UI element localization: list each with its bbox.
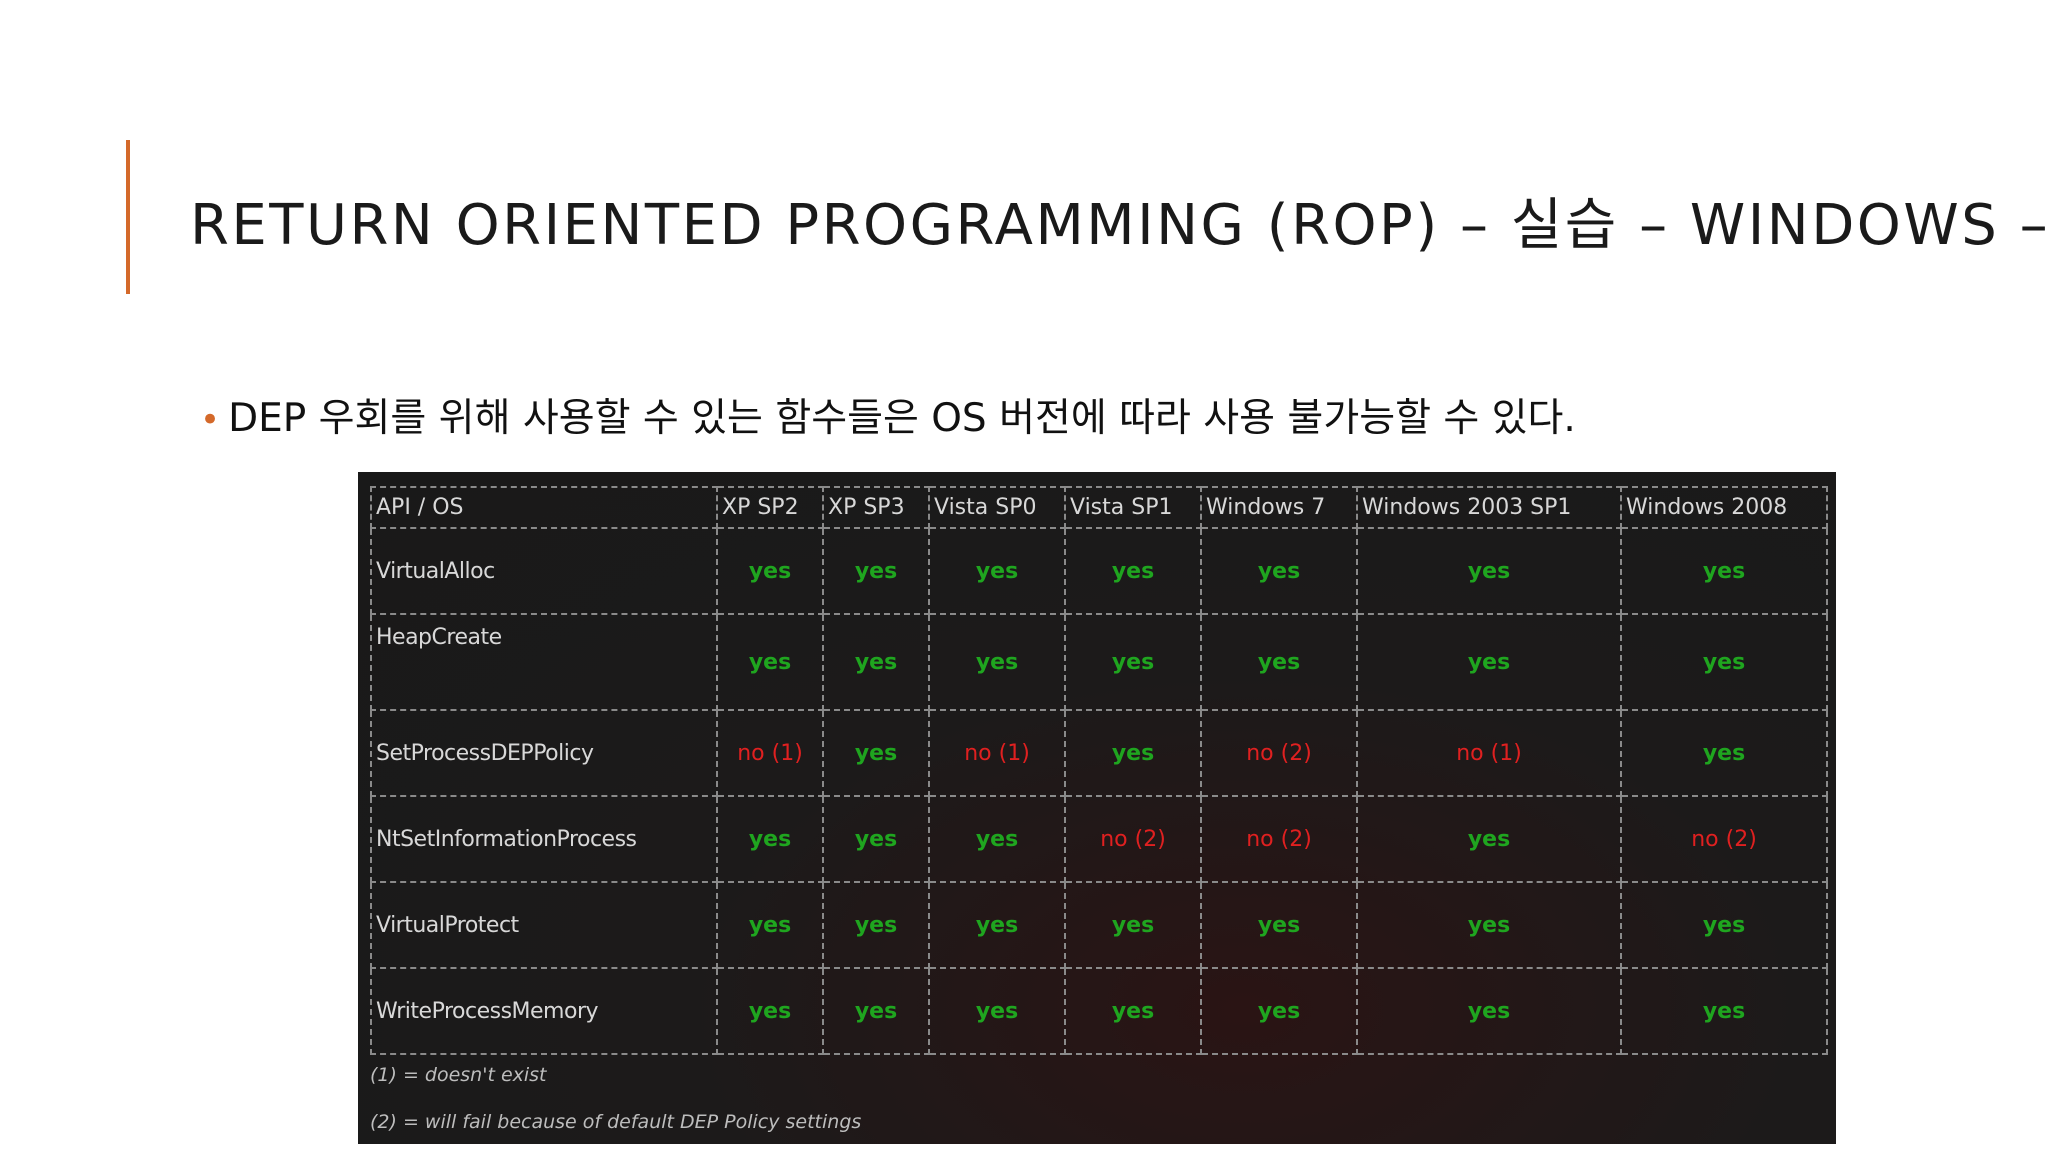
support-value-cell: yes — [822, 709, 930, 797]
api-name-cell: WriteProcessMemory — [370, 967, 718, 1055]
api-name-cell: NtSetInformationProcess — [370, 795, 718, 883]
support-value-cell: yes — [928, 881, 1066, 969]
table-row: HeapCreate yes yes yes yes yes yes yes — [370, 613, 1828, 711]
support-value-cell: yes — [716, 967, 824, 1055]
column-header: XP SP2 — [716, 486, 824, 529]
support-value-cell: yes — [928, 613, 1066, 711]
support-value-cell: yes — [1064, 967, 1202, 1055]
support-value-cell: yes — [1356, 613, 1622, 711]
api-name-cell: VirtualAlloc — [370, 527, 718, 615]
support-value-cell: yes — [928, 795, 1066, 883]
table-row: VirtualAlloc yes yes yes yes yes yes yes — [370, 527, 1828, 615]
column-header: XP SP3 — [822, 486, 930, 529]
table-row: SetProcessDEPPolicy no (1) yes no (1) yes no … — [370, 709, 1828, 797]
support-value-cell: no (1) — [928, 709, 1066, 797]
column-header: Vista SP1 — [1064, 486, 1202, 529]
support-value-cell: yes — [822, 613, 930, 711]
support-value-cell: no (1) — [1356, 709, 1622, 797]
column-header: Windows 2008 — [1620, 486, 1828, 529]
support-value-cell: yes — [1200, 967, 1358, 1055]
support-value-cell: yes — [716, 613, 824, 711]
support-value-cell: yes — [716, 527, 824, 615]
column-header: Windows 2003 SP1 — [1356, 486, 1622, 529]
support-value-cell: yes — [1620, 881, 1828, 969]
support-value-cell: yes — [822, 967, 930, 1055]
support-value-cell: yes — [1200, 527, 1358, 615]
bullet-dot-icon: • — [200, 400, 221, 440]
dep-api-table-image: API / OS XP SP2 XP SP3 Vista SP0 Vista S… — [358, 472, 1836, 1144]
support-value-cell: yes — [1620, 709, 1828, 797]
support-value-cell: yes — [822, 881, 930, 969]
column-header: Vista SP0 — [928, 486, 1066, 529]
support-value-cell: yes — [928, 527, 1066, 615]
table-header-row: API / OS XP SP2 XP SP3 Vista SP0 Vista S… — [370, 486, 1828, 529]
support-value-cell: no (2) — [1200, 709, 1358, 797]
footnote-1: (1) = doesn't exist — [370, 1064, 547, 1086]
support-value-cell: yes — [716, 795, 824, 883]
support-value-cell: yes — [822, 795, 930, 883]
support-value-cell: no (2) — [1200, 795, 1358, 883]
support-value-cell: no (1) — [716, 709, 824, 797]
api-os-table: API / OS XP SP2 XP SP3 Vista SP0 Vista S… — [370, 486, 1828, 1055]
footnote-2: (2) = will fail because of default DEP P… — [370, 1111, 862, 1133]
api-name-cell: SetProcessDEPPolicy — [370, 709, 718, 797]
bullet-text: DEP 우회를 위해 사용할 수 있는 함수들은 OS 버전에 따라 사용 불가… — [228, 396, 1576, 441]
slide-title: RETURN ORIENTED PROGRAMMING (ROP) – 실습 –… — [190, 193, 2048, 258]
support-value-cell: yes — [1064, 527, 1202, 615]
support-value-cell: yes — [1356, 881, 1622, 969]
title-accent-bar — [126, 140, 130, 294]
support-value-cell: yes — [1356, 795, 1622, 883]
support-value-cell: yes — [928, 967, 1066, 1055]
support-value-cell: yes — [1200, 881, 1358, 969]
support-value-cell: yes — [1620, 613, 1828, 711]
support-value-cell: yes — [1064, 881, 1202, 969]
table-row: WriteProcessMemory yes yes yes yes yes yes yes — [370, 967, 1828, 1055]
support-value-cell: yes — [1356, 527, 1622, 615]
support-value-cell: yes — [1620, 967, 1828, 1055]
support-value-cell: yes — [1064, 613, 1202, 711]
support-value-cell: yes — [1064, 709, 1202, 797]
column-header: API / OS — [370, 486, 718, 529]
support-value-cell: no (2) — [1064, 795, 1202, 883]
support-value-cell: yes — [1356, 967, 1622, 1055]
bullet-point: • DEP 우회를 위해 사용할 수 있는 함수들은 OS 버전에 따라 사용 불… — [200, 387, 1576, 443]
table-row: VirtualProtect yes yes yes yes yes yes yes — [370, 881, 1828, 969]
support-value-cell: yes — [1200, 613, 1358, 711]
api-name-cell: HeapCreate — [370, 613, 718, 711]
support-value-cell: yes — [1620, 527, 1828, 615]
api-name-cell: VirtualProtect — [370, 881, 718, 969]
column-header: Windows 7 — [1200, 486, 1358, 529]
support-value-cell: no (2) — [1620, 795, 1828, 883]
support-value-cell: yes — [822, 527, 930, 615]
table-row: NtSetInformationProcess yes yes yes no (2) no… — [370, 795, 1828, 883]
support-value-cell: yes — [716, 881, 824, 969]
